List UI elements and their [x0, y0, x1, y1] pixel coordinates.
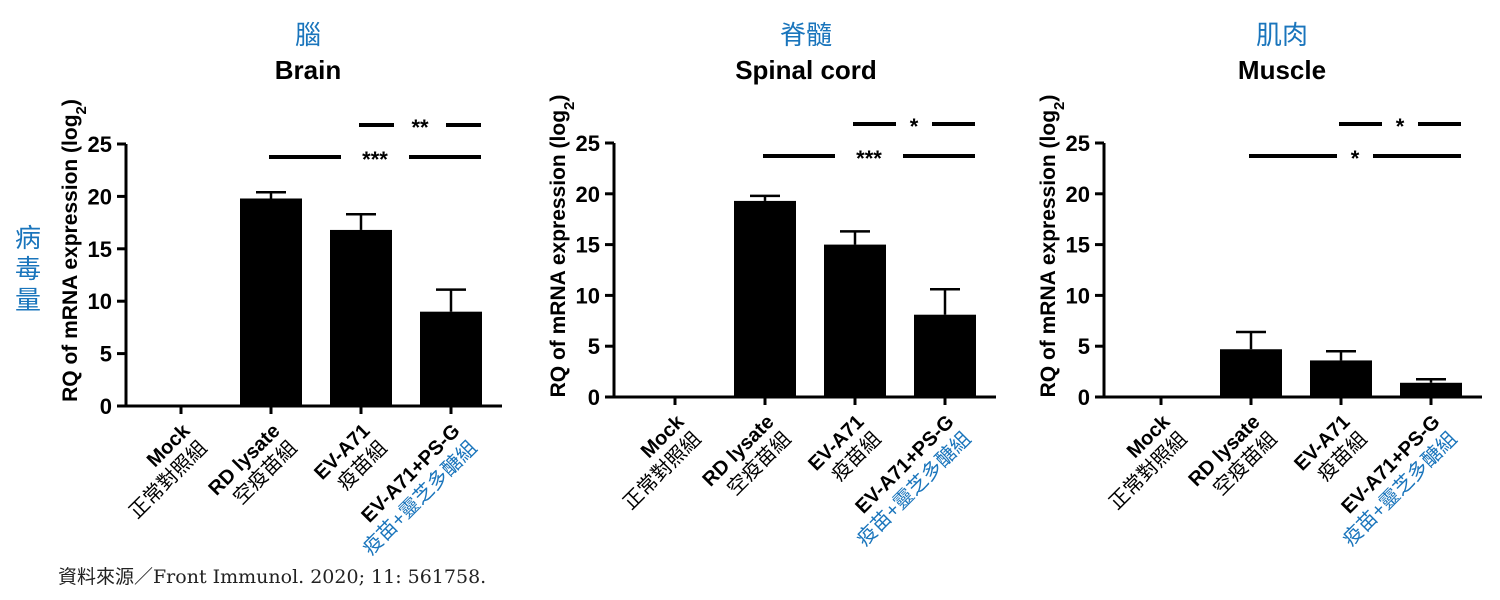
- y-axis-label-tail: ): [547, 95, 570, 102]
- y-tick-label: 15: [576, 233, 600, 258]
- bar-ev-a71-ps-g: [914, 315, 976, 397]
- y-tick-label: 5: [588, 334, 600, 359]
- significance-bracket: **: [359, 115, 481, 140]
- chart-title: Muscle: [1238, 55, 1326, 85]
- significance-label: *: [910, 114, 919, 139]
- y-tick-label: 20: [576, 182, 600, 207]
- y-axis-label-text: RQ of mRNA expression (log: [1037, 110, 1060, 397]
- chart-panel-muscle: 肌肉 Muscle RQ of mRNA expression (log2) 0 5 10…: [1037, 20, 1482, 551]
- y-axis-label-tail: ): [59, 99, 82, 106]
- y-tick-label: 15: [1066, 233, 1090, 258]
- bar-ev-a71: [330, 230, 392, 406]
- bar-ev-a71: [824, 245, 886, 397]
- side-label-char: 量: [12, 286, 44, 317]
- y-tick-label: 0: [588, 385, 600, 410]
- y-axis-label-text: RQ of mRNA expression (log: [547, 110, 570, 397]
- bar-rd-lysate: [1220, 349, 1282, 397]
- y-tick-label: 25: [1066, 131, 1090, 156]
- bar-rd-lysate: [240, 198, 302, 406]
- y-tick-label: 15: [88, 237, 112, 262]
- y-tick-label: 25: [576, 131, 600, 156]
- y-axis-label-subscript: 2: [561, 102, 578, 110]
- bar-ev-a71-ps-g: [420, 312, 482, 406]
- side-label-char: 病: [12, 224, 44, 255]
- bar-rd-lysate: [734, 201, 796, 397]
- chart-title-zh: 脊髓: [780, 20, 832, 50]
- y-axis-label: RQ of mRNA expression (log2): [547, 95, 578, 398]
- chart-title: Spinal cord: [735, 55, 877, 85]
- y-tick-label: 20: [1066, 182, 1090, 207]
- chart-title: Brain: [275, 55, 341, 85]
- y-axis-label-subscript: 2: [1051, 102, 1068, 110]
- side-label-virus-load: 病 毒 量: [12, 224, 44, 317]
- y-tick-label: 25: [88, 132, 112, 157]
- figure: 腦BrainRQ of mRNA expression (log2)051015…: [0, 0, 1500, 600]
- y-axis-label-text: RQ of mRNA expression (log: [59, 114, 82, 401]
- significance-bracket: *: [853, 114, 975, 139]
- chart-title-zh: 腦: [295, 20, 321, 50]
- y-tick-label: 20: [88, 184, 112, 209]
- y-tick-label: 0: [1078, 385, 1090, 410]
- significance-label: ***: [856, 146, 882, 171]
- y-tick-label: 10: [576, 283, 600, 308]
- significance-bracket: *: [1339, 114, 1461, 139]
- y-axis-label-tail: ): [1037, 95, 1060, 102]
- significance-label: *: [1396, 114, 1405, 139]
- source-citation: 資料來源／Front Immunol. 2020; 11: 561758.: [58, 562, 486, 589]
- y-tick-label: 0: [100, 394, 112, 419]
- significance-bracket: ***: [269, 147, 481, 172]
- y-tick-label: 10: [1066, 283, 1090, 308]
- chart-panel-brain: 腦 Brain RQ of mRNA expression (log2) 0 5 10 15…: [59, 20, 502, 560]
- y-axis-label: RQ of mRNA expression (log2): [59, 99, 90, 402]
- y-axis-label: RQ of mRNA expression (log2): [1037, 95, 1068, 398]
- significance-bracket: *: [1249, 146, 1461, 171]
- y-axis-label-subscript: 2: [73, 106, 90, 114]
- side-label-char: 毒: [12, 255, 44, 286]
- y-tick-label: 10: [88, 289, 112, 314]
- significance-label: ***: [362, 147, 388, 172]
- bar-ev-a71: [1310, 360, 1372, 397]
- y-tick-label: 5: [100, 342, 112, 367]
- bar-ev-a71-ps-g: [1400, 383, 1462, 397]
- significance-label: *: [1351, 146, 1360, 171]
- y-tick-label: 5: [1078, 334, 1090, 359]
- chart-title-zh: 肌肉: [1256, 20, 1308, 50]
- significance-label: **: [411, 115, 429, 140]
- significance-bracket: ***: [763, 146, 975, 171]
